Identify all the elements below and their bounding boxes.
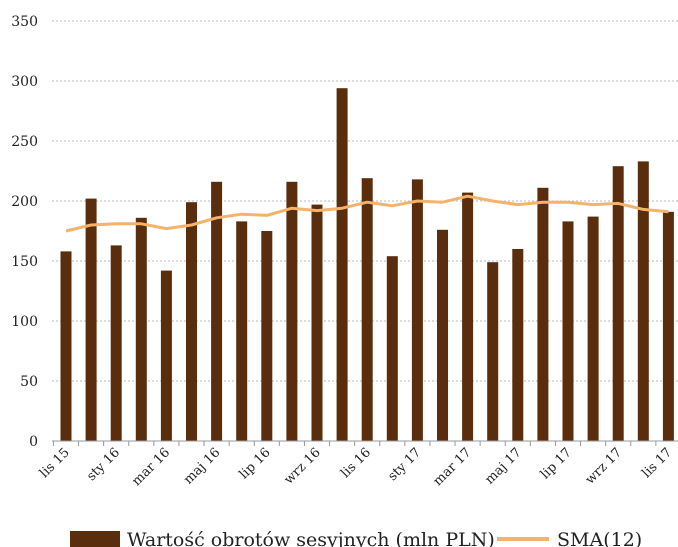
bar <box>211 181 223 442</box>
bar <box>612 166 624 441</box>
bar <box>587 216 599 441</box>
x-tick-label: wrz 17 <box>583 445 625 487</box>
bar <box>336 88 348 441</box>
y-tick-label: 300 <box>11 74 38 90</box>
bar <box>361 178 373 441</box>
sma-line <box>65 194 669 233</box>
x-tick-label: lip 17 <box>538 445 575 482</box>
x-axis-ticks: lis 15 sty 16 mar 16 maj 16 lip 16 wrz 16 lis … <box>37 441 675 489</box>
x-tick-label: lip 16 <box>237 445 274 482</box>
x-tick-label: maj 16 <box>181 445 223 487</box>
y-tick-label: 350 <box>11 14 38 30</box>
line-series <box>65 194 669 233</box>
bar <box>85 198 97 441</box>
legend-label-bars: Wartość obrotów sesyjnych (mln PLN) <box>127 529 495 547</box>
bar <box>110 245 122 441</box>
bar <box>261 231 273 441</box>
bar <box>160 270 172 441</box>
bar <box>386 256 398 441</box>
x-tick-label: lis 17 <box>639 445 675 481</box>
bar <box>562 221 574 441</box>
bar <box>512 249 524 441</box>
bar <box>286 181 298 442</box>
bar <box>462 192 474 441</box>
x-tick-label: sty 17 <box>385 445 424 484</box>
bar <box>60 251 72 441</box>
x-tick-label: wrz 16 <box>281 445 323 487</box>
y-tick-label: 250 <box>11 134 38 150</box>
bar <box>135 217 147 441</box>
bar <box>662 211 674 441</box>
legend-label-line: SMA(12) <box>557 529 642 547</box>
bar <box>311 204 323 441</box>
x-tick-label: sty 16 <box>84 445 123 484</box>
x-tick-label: lis 15 <box>37 445 73 481</box>
y-tick-label: 200 <box>11 194 38 210</box>
bar <box>437 229 448 441</box>
x-tick-label: mar 17 <box>431 445 475 489</box>
x-tick-label: maj 17 <box>482 445 524 487</box>
x-tick-label: mar 16 <box>129 445 173 489</box>
bar <box>637 161 649 441</box>
bar <box>186 202 197 441</box>
y-tick-label: 100 <box>11 314 38 330</box>
bar-series <box>60 88 674 442</box>
y-axis-ticks: 0 50 100 150 200 250 300 350 <box>11 14 38 450</box>
bar <box>411 179 423 441</box>
legend-swatch-bars <box>70 531 120 547</box>
y-tick-label: 0 <box>29 434 38 450</box>
x-tick-label: lis 16 <box>338 445 374 481</box>
legend: Wartość obrotów sesyjnych (mln PLN) SMA(… <box>70 529 642 547</box>
bar <box>236 221 248 441</box>
y-tick-label: 50 <box>20 374 38 390</box>
bar <box>487 262 499 441</box>
bar <box>537 187 549 441</box>
y-tick-label: 150 <box>11 254 38 270</box>
